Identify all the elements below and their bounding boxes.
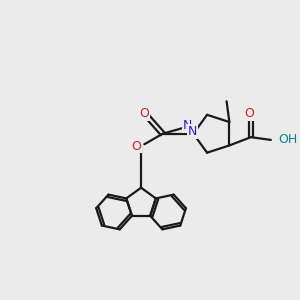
Text: N: N	[188, 125, 197, 138]
Text: OH: OH	[279, 133, 298, 146]
Text: O: O	[244, 107, 254, 120]
Text: O: O	[131, 140, 141, 153]
Text: N: N	[182, 119, 192, 132]
Text: O: O	[140, 107, 150, 120]
